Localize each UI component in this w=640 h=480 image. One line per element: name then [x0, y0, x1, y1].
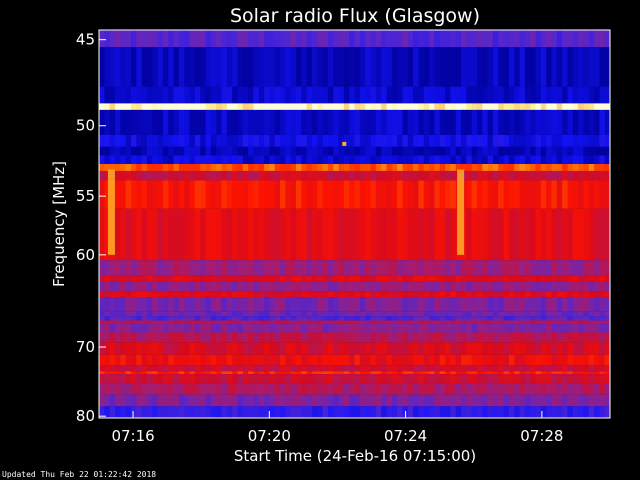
frequency-band	[99, 260, 611, 276]
frequency-band	[99, 281, 611, 292]
x-axis-label: Start Time (24-Feb-16 07:15:00)	[234, 447, 476, 465]
frequency-band	[99, 383, 611, 395]
frequency-band	[99, 323, 611, 333]
frequency-band	[99, 311, 611, 317]
chart-title: Solar radio Flux (Glasgow)	[230, 5, 480, 27]
signal-blip	[342, 141, 347, 146]
y-tick-label: 50	[76, 117, 95, 135]
x-axis-ticks: 07:16 07:20 07:24 07:28	[111, 411, 563, 445]
frequency-band	[99, 371, 611, 375]
frequency-band	[99, 394, 611, 407]
frequency-band	[99, 170, 611, 181]
frequency-band	[99, 208, 611, 261]
frequency-band	[99, 164, 611, 171]
frequency-band	[99, 297, 611, 312]
x-tick-label: 07:20	[248, 427, 291, 445]
frequency-band	[99, 134, 611, 147]
frequency-band	[99, 291, 611, 298]
y-tick-label: 80	[76, 407, 95, 425]
y-tick-label: 55	[76, 187, 95, 205]
frequency-band	[99, 320, 611, 324]
x-tick-label: 07:16	[111, 427, 154, 445]
frequency-band	[99, 316, 611, 321]
radio-burst	[457, 169, 465, 255]
y-axis-ticks: 45 50 55 60 70 80	[76, 31, 106, 425]
x-tick-label: 07:28	[520, 427, 563, 445]
updated-timestamp: Updated Thu Feb 22 01:22:42 2018	[2, 470, 156, 479]
frequency-band	[99, 374, 611, 384]
frequency-band	[99, 109, 611, 135]
spectrogram-heatmap	[99, 30, 611, 418]
y-tick-label: 60	[76, 246, 95, 264]
x-tick-label: 07:24	[384, 427, 427, 445]
frequency-band	[99, 155, 611, 165]
frequency-band	[99, 406, 611, 418]
frequency-band	[99, 103, 611, 110]
frequency-band	[99, 365, 611, 372]
frequency-band	[99, 47, 611, 87]
frequency-band	[99, 30, 611, 48]
frequency-band	[99, 86, 611, 104]
frequency-band	[99, 354, 611, 366]
y-tick-label: 45	[76, 31, 95, 49]
plot-frame	[98, 29, 611, 419]
radio-burst	[107, 169, 115, 255]
frequency-band	[99, 275, 611, 282]
y-axis-label: Frequency [MHz]	[50, 161, 68, 287]
frequency-band	[99, 180, 611, 209]
y-tick-label: 70	[76, 338, 95, 356]
frequency-band	[99, 146, 611, 156]
frequency-band	[99, 342, 611, 355]
frequency-band	[99, 332, 611, 343]
